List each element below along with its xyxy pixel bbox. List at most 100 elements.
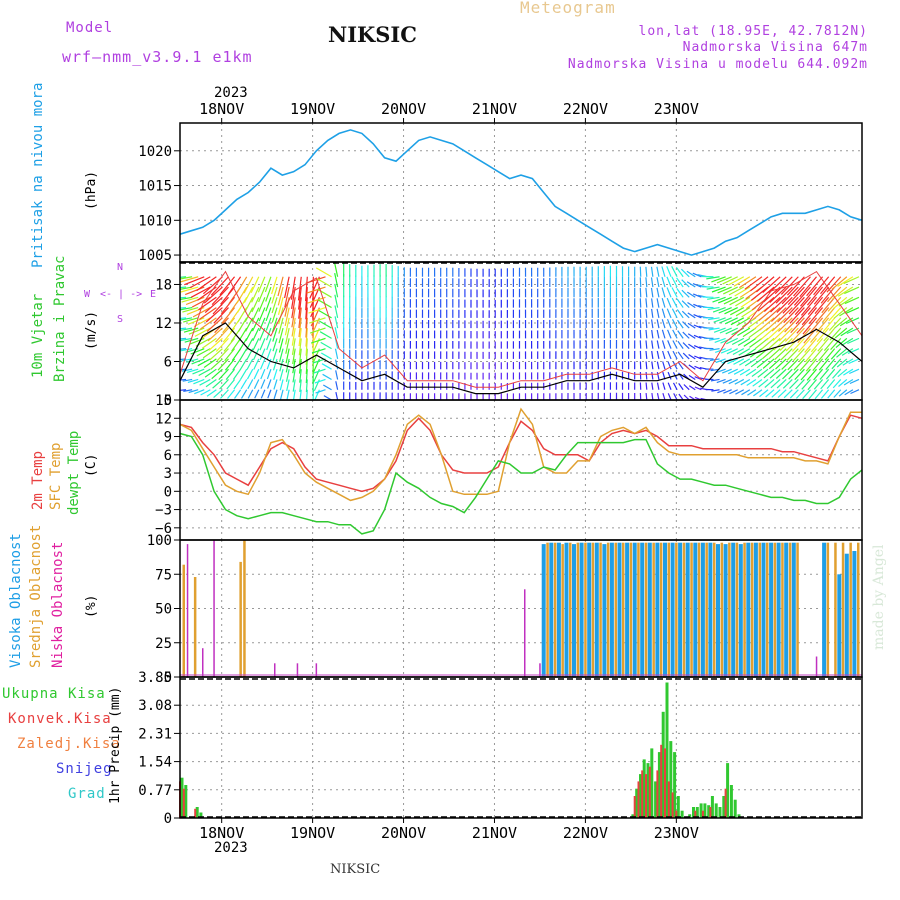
- cloud-bar-0: [708, 542, 713, 677]
- wind-arrow: [271, 276, 278, 295]
- wind-arrow: [688, 385, 696, 391]
- wind-arrow: [656, 392, 660, 400]
- wind-arrow: [677, 330, 684, 339]
- wind-arrow: [245, 338, 254, 351]
- wind-arrow: [278, 338, 284, 353]
- wind-arrow: [201, 337, 217, 349]
- pressure-unit: (hPa): [84, 170, 99, 210]
- cloud-bar-1: [182, 564, 185, 677]
- model-elevation-label: Nadmorska Visina u modelu 644.092m: [567, 57, 868, 72]
- wind-arrow: [763, 368, 775, 379]
- y-tick-label: 12: [155, 411, 172, 427]
- wind-arrow: [843, 368, 854, 376]
- cloud-label-high: Visoka Oblacnost: [8, 533, 24, 668]
- wind-arrow: [725, 327, 738, 335]
- y-tick-label: 1010: [138, 213, 172, 229]
- cloud-bar-0: [844, 553, 849, 677]
- cloud-bar-2: [539, 663, 541, 677]
- wind-arrow: [243, 286, 254, 303]
- wind-arrow: [278, 327, 284, 344]
- wind-arrow: [215, 337, 229, 352]
- wind-arrow: [220, 389, 229, 399]
- wind-arrow: [693, 324, 702, 329]
- wind-arrow: [180, 276, 199, 283]
- wind-arrow: [821, 399, 823, 400]
- wind-arrow: [224, 348, 236, 362]
- wind-arrow: [676, 298, 684, 308]
- wind-arrow: [271, 317, 278, 333]
- wind-arrow: [651, 298, 654, 308]
- cloud-bar-1: [553, 542, 557, 677]
- wind-arrow: [760, 327, 775, 341]
- wind-arrow: [805, 348, 817, 363]
- cloud-bar-0: [769, 542, 774, 677]
- wind-arrow: [781, 286, 799, 305]
- wind-arrow: [239, 358, 248, 371]
- wind-arrow: [722, 378, 732, 384]
- cloud-bar-1: [720, 542, 724, 677]
- wind-arrow: [222, 317, 236, 333]
- wind-arrow: [709, 337, 720, 341]
- wind-arrow: [767, 337, 781, 351]
- wind-arrow: [731, 337, 745, 346]
- wind-arrow: [260, 389, 266, 399]
- wind-arrow: [291, 307, 296, 328]
- wind-arrow: [814, 296, 830, 314]
- y-tick-label: 50: [155, 602, 172, 618]
- wind-arrow: [182, 378, 193, 382]
- cloud-bar-1: [826, 542, 830, 677]
- wind-arrow: [203, 358, 217, 368]
- wind-arrow: [688, 343, 696, 350]
- wind-arrow: [824, 348, 836, 361]
- wind-arrow: [849, 378, 860, 385]
- cloud-bar-1: [584, 542, 587, 677]
- wind-arrow: [793, 276, 811, 297]
- wind-arrow: [236, 286, 248, 304]
- y-tick-label: −3: [155, 503, 172, 519]
- precip-bar-0: [680, 810, 684, 818]
- wind-arrow: [808, 389, 817, 400]
- cloud-bar-1: [682, 542, 686, 677]
- wind-arrow: [756, 286, 775, 302]
- wind-arrow: [196, 276, 217, 292]
- wind-arrow: [782, 368, 793, 380]
- wind-arrow: [757, 296, 775, 312]
- wind-arrow: [820, 389, 830, 399]
- wind-arrow: [219, 276, 236, 296]
- cloud-label-mid: Srednja Oblacnost: [28, 524, 44, 668]
- wind-arrow: [180, 286, 187, 289]
- wind-arrow: [827, 389, 836, 399]
- wind-arrow: [204, 368, 217, 378]
- wind-arrow: [656, 319, 660, 329]
- wind-arrow: [776, 379, 787, 389]
- wind-arrow: [298, 317, 302, 338]
- wind-arrow: [750, 358, 763, 368]
- wind-arrow: [183, 317, 199, 323]
- wind-arrow: [218, 368, 229, 381]
- wind-arrow: [713, 317, 726, 323]
- wind-barbs-layer: [180, 262, 860, 400]
- wind-arrow: [298, 358, 302, 374]
- precip-unit: 1hr Precip (mm): [108, 686, 123, 804]
- wind-arrow: [841, 348, 854, 356]
- wind-arrow: [305, 286, 308, 311]
- wind-arrow: [240, 389, 248, 399]
- wind-arrow: [807, 379, 817, 391]
- wind-arrow: [849, 368, 860, 375]
- cloud-bar-1: [644, 542, 648, 677]
- precip-bar-0: [676, 796, 680, 818]
- wind-arrow: [845, 307, 860, 315]
- wind-arrow: [671, 287, 678, 298]
- wind-arrow: [844, 296, 860, 305]
- wind-arrow: [729, 296, 745, 306]
- wind-arrow: [656, 308, 660, 318]
- precip-bar-0: [665, 682, 669, 818]
- wind-arrow: [645, 340, 648, 349]
- wind-arrow: [677, 319, 684, 329]
- cloud-bar-1: [667, 542, 670, 677]
- wind-arrow: [656, 287, 660, 298]
- wind-arrow: [672, 361, 678, 370]
- wind-arrow: [838, 296, 854, 307]
- wind-arrow: [180, 276, 193, 280]
- wind-arrow: [645, 298, 648, 308]
